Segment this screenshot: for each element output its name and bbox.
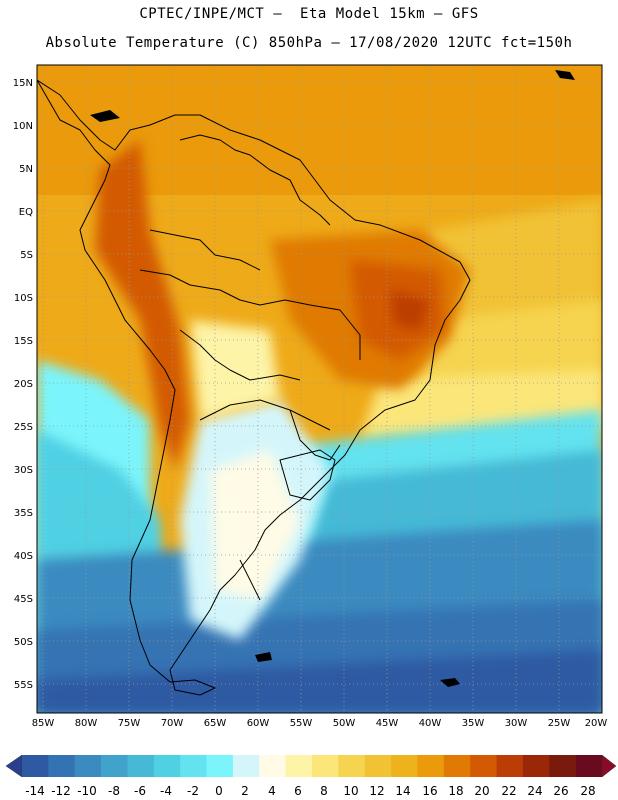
coastlines (37, 79, 471, 696)
lat-label: 45S (14, 594, 33, 605)
colorbar-label: 22 (501, 784, 516, 798)
lat-label: 5N (19, 164, 33, 175)
lat-label: 30S (14, 465, 33, 476)
colorbar-label: 28 (580, 784, 595, 798)
colorbar-swatch (74, 755, 102, 777)
colorbar-swatch (364, 755, 392, 777)
lon-label: 45W (376, 718, 399, 729)
islands (90, 70, 575, 687)
title-line-2: Absolute Temperature (C) 850hPa – 17/08/… (45, 35, 573, 51)
lat-label: 35S (14, 508, 33, 519)
lat-label: 15S (14, 336, 33, 347)
colorbar-swatch (470, 755, 497, 777)
colorbar-label: -2 (187, 784, 199, 798)
colorbar-label: 2 (241, 784, 249, 798)
colorbar-swatch (22, 755, 49, 777)
colorbar-label: 4 (268, 784, 276, 798)
lon-label: 70W (161, 718, 184, 729)
lat-label: 10N (13, 121, 33, 132)
lon-label: 40W (419, 718, 442, 729)
colorbar-swatch (549, 755, 576, 777)
colorbar-swatch (259, 755, 286, 777)
lon-label: 30W (505, 718, 528, 729)
lat-label: 25S (14, 422, 33, 433)
colorbar-swatch (232, 755, 260, 777)
colorbar-swatch (417, 755, 445, 777)
colorbar-labels: -14 -12 -10 -8 -6 -4 -2 0 2 4 6 8 10 12 … (25, 784, 595, 798)
colorbar-swatch (153, 755, 181, 777)
lon-label: 75W (118, 718, 141, 729)
colorbar-swatch (285, 755, 313, 777)
colorbar-arrow-low (5, 754, 23, 778)
colorbar-label: -14 (25, 784, 45, 798)
lat-label: 50S (14, 637, 33, 648)
latitude-labels: 15N 10N 5N EQ 5S 10S 15S 20S 25S 30S 35S… (13, 78, 33, 691)
lon-label: 50W (333, 718, 356, 729)
colorbar-swatches (5, 754, 617, 778)
temperature-field (37, 65, 602, 713)
colorbar-swatch (180, 755, 207, 777)
colorbar-swatch (312, 755, 339, 777)
colorbar-label: 18 (448, 784, 463, 798)
colorbar-label: 16 (422, 784, 437, 798)
colorbar-swatch (443, 755, 471, 777)
colorbar-label: 14 (395, 784, 410, 798)
lat-label: 5S (20, 250, 33, 261)
lon-label: 85W (32, 718, 55, 729)
colorbar-label: 24 (527, 784, 542, 798)
colorbar-arrow-high (601, 754, 617, 778)
lon-label: 55W (290, 718, 313, 729)
lat-label: 40S (14, 551, 33, 562)
graticule (37, 65, 602, 713)
colorbar-swatch (101, 755, 128, 777)
colorbar-swatch (522, 755, 550, 777)
colorbar-label: 20 (474, 784, 489, 798)
lon-label: 65W (204, 718, 227, 729)
colorbar-label: -8 (108, 784, 120, 798)
colorbar-label: -10 (77, 784, 97, 798)
colorbar-label: -4 (160, 784, 172, 798)
colorbar-label: 10 (343, 784, 358, 798)
colorbar-swatch (338, 755, 366, 777)
colorbar-swatch (48, 755, 76, 777)
lat-label: 15N (13, 78, 33, 89)
colorbar-label: 12 (369, 784, 384, 798)
lon-label: 60W (247, 718, 270, 729)
colorbar-swatch (496, 755, 524, 777)
lon-label: 25W (548, 718, 571, 729)
colorbar-label: 0 (215, 784, 223, 798)
colorbar-label: 8 (320, 784, 328, 798)
colorbar: -14 -12 -10 -8 -6 -4 -2 0 2 4 6 8 10 12 … (5, 754, 617, 798)
colorbar-label: 6 (294, 784, 302, 798)
colorbar-label: -6 (134, 784, 146, 798)
lon-label: 80W (75, 718, 98, 729)
map-frame (36, 64, 603, 714)
longitude-labels: 85W 80W 75W 70W 65W 60W 55W 50W 45W 40W … (32, 718, 608, 729)
colorbar-swatch (391, 755, 418, 777)
lat-label: 20S (14, 379, 33, 390)
colorbar-swatch (127, 755, 155, 777)
colorbar-label: -12 (51, 784, 71, 798)
lat-label: 10S (14, 293, 33, 304)
colorbar-label: 26 (553, 784, 568, 798)
lon-label: 35W (462, 718, 485, 729)
lon-label: 20W (585, 718, 608, 729)
lat-label: EQ (19, 207, 33, 218)
title-line-1: CPTEC/INPE/MCT – Eta Model 15km – GFS (139, 6, 479, 22)
colorbar-swatch (575, 755, 603, 777)
colorbar-swatch (206, 755, 234, 777)
lat-label: 55S (14, 680, 33, 691)
